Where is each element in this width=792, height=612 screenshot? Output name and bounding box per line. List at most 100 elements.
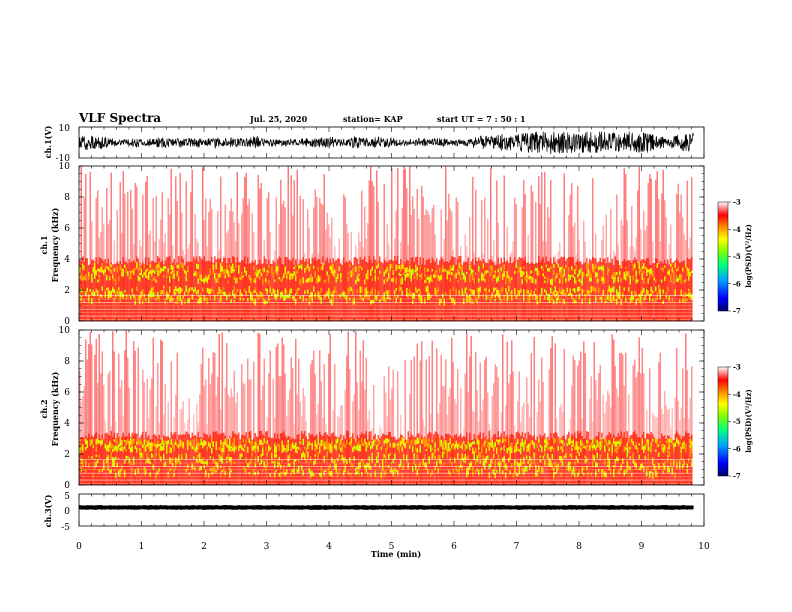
spectrum-band <box>308 467 310 474</box>
spectrum-band <box>197 459 199 464</box>
spectrum-band <box>412 466 414 472</box>
spectrum-band <box>287 455 289 462</box>
spectrum-band <box>428 443 430 448</box>
spectrum-column <box>451 337 453 485</box>
spectrum-lowband <box>404 262 406 321</box>
spectrum-band <box>146 275 148 279</box>
spectrum-band <box>449 471 451 477</box>
spectrum-band <box>119 291 121 298</box>
spectrum-lowband <box>536 262 538 321</box>
spectrum-lowband <box>295 439 297 485</box>
spectrum-band <box>233 461 235 465</box>
spectrum-band <box>634 461 636 467</box>
spectrum-band <box>223 442 225 447</box>
spectrum-lowband <box>595 436 597 485</box>
spectrum-column <box>635 377 637 485</box>
spectrum-band <box>163 453 165 461</box>
spectrum-band <box>271 266 273 274</box>
spectrum-band <box>647 465 649 469</box>
spectrum-lowband <box>224 435 226 485</box>
spectrum-band <box>95 289 97 292</box>
spectrum-band <box>614 448 616 452</box>
spectrum-band <box>82 290 84 295</box>
spectrum-band <box>109 276 111 281</box>
spectrum-band <box>301 453 303 460</box>
spectrum-band <box>682 442 684 449</box>
spectrum-band <box>631 473 633 477</box>
spectrum-band <box>91 441 93 445</box>
spectrum-band <box>187 299 189 303</box>
spectrum-band <box>535 294 537 301</box>
spectrum-band <box>124 289 126 293</box>
spectrum-column <box>110 172 112 321</box>
spectrum-band <box>382 458 384 465</box>
spectrum-lowband <box>602 439 604 485</box>
spectrum-band <box>463 272 465 279</box>
spectrum-band <box>604 471 606 478</box>
spectrum-band <box>146 443 148 447</box>
spectrum-band <box>547 463 549 466</box>
spectrum-lowband <box>563 436 565 485</box>
spectrum-lowband <box>502 262 504 321</box>
spectrum-column <box>623 168 625 321</box>
spectrum-lowband <box>556 432 558 485</box>
spectrum-band <box>394 442 396 448</box>
spectrum-band <box>472 272 474 279</box>
spectrum-band <box>676 460 678 464</box>
spectrum-band <box>347 470 349 476</box>
spectrum-band <box>646 466 648 472</box>
spectrum-band <box>106 287 108 290</box>
spectrum-column <box>145 181 147 321</box>
spectrum-band <box>352 269 354 275</box>
spectrum-lowband <box>407 431 409 485</box>
spectrum-band <box>149 472 151 477</box>
spectrum-band <box>584 445 586 449</box>
spectrum-band <box>449 288 451 296</box>
spectrum-band <box>188 472 190 476</box>
spectrum-band <box>215 445 217 451</box>
spectrum-band <box>284 448 286 451</box>
spectrum-band <box>587 292 589 296</box>
spectrum-band <box>283 273 285 278</box>
spectrum-band <box>170 448 172 451</box>
spectrum-band <box>308 296 310 302</box>
spectrum-band <box>107 267 109 271</box>
spectrum-band <box>356 444 358 451</box>
spectrum-column <box>676 347 678 485</box>
spectrum-lowband <box>677 433 679 485</box>
spectrum-band <box>632 263 634 271</box>
spectrum-column <box>551 336 553 485</box>
spectrum-band <box>269 472 271 478</box>
spectrum-lowband <box>601 262 603 321</box>
spectrum-band <box>595 438 597 442</box>
spectrum-band <box>685 443 687 451</box>
spectrum-band <box>386 290 388 297</box>
spectrum-band <box>535 471 537 477</box>
spectrum-lowband <box>563 256 565 321</box>
spectrum-column <box>649 368 651 485</box>
spectrum-band <box>139 276 141 282</box>
spectrum-band <box>535 278 537 284</box>
spectrum-band <box>673 277 675 285</box>
spectrum-lowband <box>127 263 129 321</box>
x-ticklabel: 7 <box>514 542 520 552</box>
spectrum-lowband <box>127 436 129 485</box>
spectrum-band <box>338 443 340 450</box>
spectrum-band <box>134 295 136 302</box>
spectrum-band <box>590 472 592 476</box>
spectrum-band <box>218 286 220 294</box>
spectrum-band <box>580 268 582 273</box>
spectrum-lowband <box>547 436 549 485</box>
spectrum-band <box>262 442 264 446</box>
spectrum-band <box>679 277 681 281</box>
spectrum-band <box>511 463 513 469</box>
ch1-colorbar-ticks: -3-4-5-6-7 <box>728 198 741 316</box>
spectrum-band <box>128 276 130 279</box>
y-ticklabel: 2 <box>64 286 70 296</box>
spectrum-lowband <box>398 263 400 321</box>
spectrum-band <box>205 275 207 282</box>
spectrum-band <box>331 293 333 296</box>
spectrum-band <box>355 441 357 444</box>
spectrum-band <box>293 464 295 468</box>
spectrum-lowband <box>553 256 555 321</box>
